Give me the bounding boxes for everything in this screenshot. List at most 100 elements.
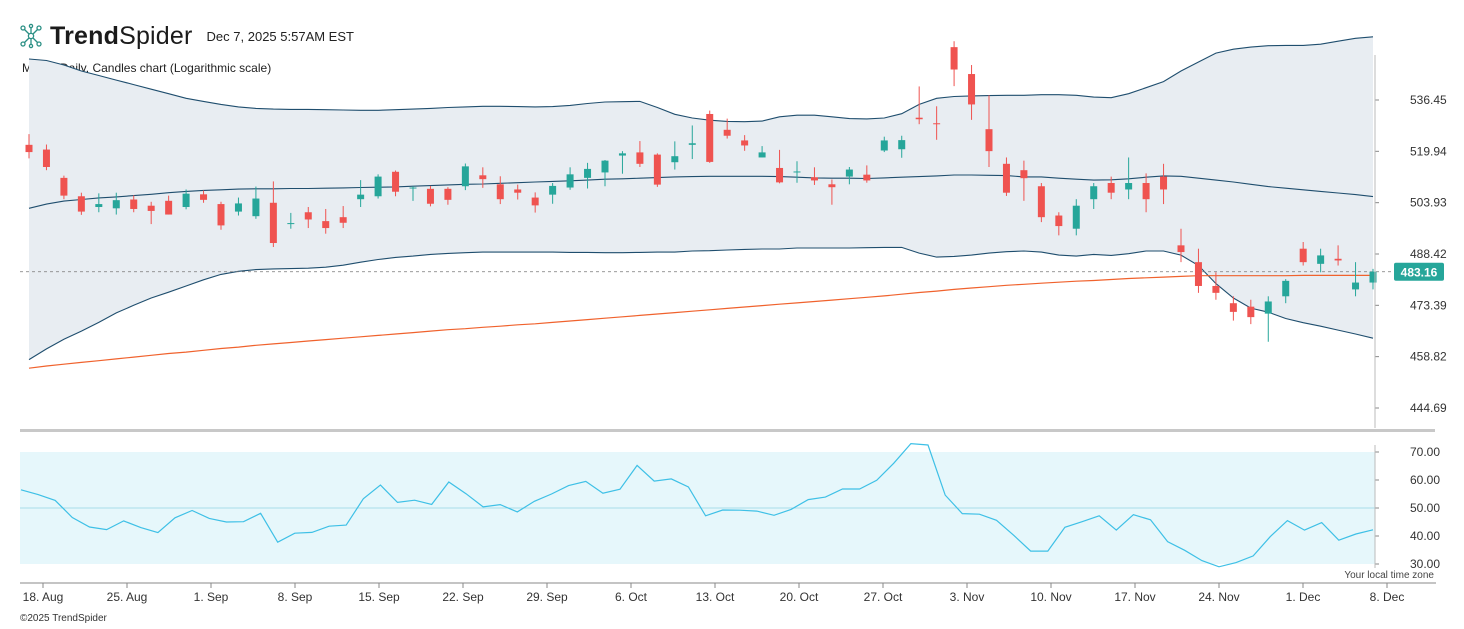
candle	[200, 190, 208, 203]
candle	[112, 192, 120, 215]
candle	[182, 189, 190, 210]
time-tick-label: 8. Sep	[278, 590, 313, 604]
candle-body	[706, 113, 714, 162]
candle	[217, 201, 225, 230]
candle-body	[147, 205, 155, 211]
candle-body	[1247, 306, 1255, 318]
candle	[741, 135, 749, 151]
rsi-tick-label: 40.00	[1410, 529, 1440, 543]
candle-body	[985, 129, 993, 152]
candle	[322, 208, 330, 234]
candle	[165, 195, 173, 215]
candle-body	[496, 184, 504, 200]
candle-body	[1125, 183, 1133, 190]
candle-body	[549, 185, 557, 195]
candle	[776, 149, 784, 184]
candle	[1002, 157, 1010, 196]
candle	[549, 183, 557, 204]
candle	[1299, 242, 1307, 266]
candle	[25, 134, 33, 159]
candle-body	[112, 200, 120, 209]
candle	[968, 65, 976, 120]
candle	[1020, 160, 1028, 201]
candle	[618, 151, 626, 174]
candle-body	[234, 203, 242, 212]
candle	[1334, 245, 1342, 266]
candle-body	[566, 174, 574, 188]
last-price-label: 483.16	[1401, 265, 1438, 279]
candle-body	[915, 117, 923, 120]
candle	[793, 161, 801, 183]
trendspider-logo-icon	[20, 23, 42, 49]
candle-body	[1317, 255, 1325, 264]
time-tick-label: 1. Dec	[1286, 590, 1321, 604]
candle	[461, 163, 469, 191]
candle-body	[671, 156, 679, 163]
candle-body	[479, 175, 487, 180]
candle	[1229, 296, 1237, 321]
bollinger-middle-line	[28, 174, 1374, 209]
time-tick-label: 8. Dec	[1370, 590, 1405, 604]
candle-body	[217, 204, 225, 226]
candle	[374, 174, 382, 199]
candle-body	[269, 202, 277, 244]
candle	[1352, 262, 1360, 297]
rsi-axis: 70.00 60.00 50.00 40.00 30.00	[1374, 445, 1440, 571]
time-tick-label: 20. Oct	[780, 590, 819, 604]
candle-body	[584, 168, 592, 178]
candle	[1037, 183, 1045, 223]
time-tick-label: 25. Aug	[107, 590, 148, 604]
candle	[898, 135, 906, 158]
candle-body	[461, 166, 469, 187]
rsi-panel	[20, 442, 1375, 568]
candle	[1212, 272, 1220, 300]
candle	[60, 175, 68, 200]
brand-bold: Trend	[50, 21, 120, 50]
candle	[1072, 199, 1080, 236]
candle-body	[252, 198, 260, 217]
candle-body	[758, 152, 766, 158]
candle-body	[409, 187, 417, 189]
candle	[1194, 248, 1202, 293]
time-tick-label: 22. Sep	[442, 590, 484, 604]
candle	[426, 185, 434, 207]
brand-light: Spider	[119, 21, 193, 50]
price-indicator-lines	[20, 36, 1395, 369]
timezone-note: Your local time zone	[1344, 570, 1434, 581]
candle-body	[618, 153, 626, 156]
time-tick-label: 17. Nov	[1114, 590, 1155, 604]
rsi-tick-label: 30.00	[1410, 557, 1440, 571]
candle	[1317, 248, 1325, 273]
candle	[514, 184, 522, 200]
candle	[409, 186, 417, 201]
candle	[880, 136, 888, 153]
candle-body	[810, 177, 818, 181]
candle	[1055, 212, 1063, 236]
candle-body	[444, 188, 452, 200]
candles	[25, 41, 1377, 342]
candle-body	[776, 167, 784, 183]
candle-body	[723, 129, 731, 136]
candle-body	[1369, 271, 1377, 283]
price-tick-label: 473.39	[1410, 298, 1447, 312]
candle	[42, 144, 50, 171]
candle	[601, 159, 609, 187]
candle	[1264, 296, 1272, 342]
panel-divider-handle	[20, 429, 1435, 432]
candle	[688, 125, 696, 160]
candle-body	[182, 193, 190, 208]
candle	[810, 167, 818, 185]
candle	[915, 86, 923, 125]
candle	[339, 206, 347, 229]
candle-body	[1142, 183, 1150, 200]
candle-body	[322, 221, 330, 229]
candle-body	[636, 152, 644, 164]
candle-body	[1212, 285, 1220, 293]
candle	[950, 41, 958, 87]
candle	[77, 192, 85, 215]
price-tick-label: 536.45	[1410, 93, 1447, 107]
panel-divider[interactable]	[20, 429, 1435, 432]
candle	[304, 207, 312, 229]
candle-body	[339, 217, 347, 223]
